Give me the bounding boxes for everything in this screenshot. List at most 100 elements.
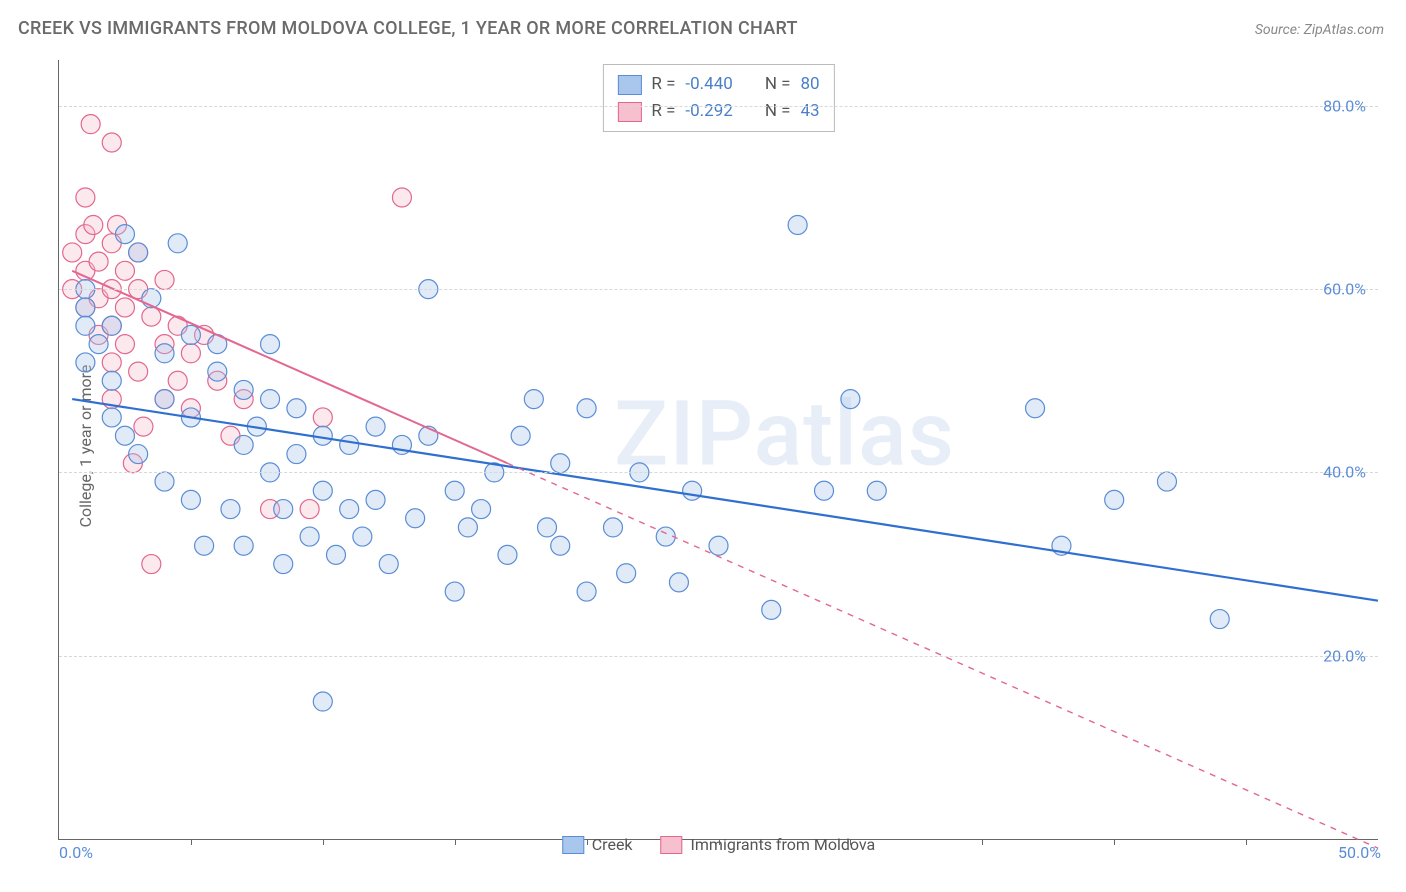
data-point — [168, 371, 187, 390]
data-point — [168, 234, 187, 253]
data-point — [326, 545, 345, 564]
gridline — [59, 472, 1378, 473]
data-point — [261, 335, 280, 354]
data-point — [1026, 399, 1045, 418]
x-tick-mark — [1246, 839, 1247, 845]
data-point — [472, 500, 491, 519]
data-point — [445, 481, 464, 500]
data-point — [129, 445, 148, 464]
data-point — [340, 500, 359, 519]
data-point — [84, 215, 103, 234]
data-point — [511, 426, 530, 445]
data-point — [669, 573, 688, 592]
data-point — [287, 399, 306, 418]
data-point — [76, 316, 95, 335]
source-attribution: Source: ZipAtlas.com — [1255, 22, 1384, 38]
series-legend-creek: Creek — [562, 835, 633, 854]
data-point — [234, 380, 253, 399]
data-point — [683, 481, 702, 500]
data-point — [577, 399, 596, 418]
data-point — [142, 307, 161, 326]
data-point — [498, 545, 517, 564]
data-point — [129, 243, 148, 262]
data-point — [617, 564, 636, 583]
data-point — [76, 353, 95, 372]
data-point — [340, 435, 359, 454]
data-point — [221, 500, 240, 519]
x-tick-mark — [587, 839, 588, 845]
data-point — [155, 390, 174, 409]
data-point — [445, 582, 464, 601]
data-point — [392, 188, 411, 207]
data-point — [102, 408, 121, 427]
data-point — [142, 555, 161, 574]
data-point — [841, 390, 860, 409]
data-point — [274, 500, 293, 519]
data-point — [366, 417, 385, 436]
data-point — [709, 536, 728, 555]
data-point — [102, 371, 121, 390]
data-point — [1210, 610, 1229, 629]
series-swatch-creek — [562, 836, 584, 854]
data-point — [379, 555, 398, 574]
data-point — [115, 298, 134, 317]
data-point — [181, 325, 200, 344]
data-point — [353, 527, 372, 546]
data-point — [234, 435, 253, 454]
x-tick-mark — [850, 839, 851, 845]
data-point — [181, 490, 200, 509]
data-point — [815, 481, 834, 500]
data-point — [102, 353, 121, 372]
data-point — [300, 500, 319, 519]
data-point — [867, 481, 886, 500]
series-swatch-moldova — [661, 836, 683, 854]
chart-svg — [59, 60, 1378, 839]
data-point — [538, 518, 557, 537]
data-point — [524, 390, 543, 409]
data-point — [102, 316, 121, 335]
y-tick-label: 60.0% — [1323, 280, 1366, 299]
scatter-plot-area: ZIPatlas R = -0.440 N = 80 R = -0.292 N … — [58, 60, 1378, 840]
data-point — [129, 362, 148, 381]
data-point — [76, 188, 95, 207]
data-point — [261, 390, 280, 409]
data-point — [115, 335, 134, 354]
data-point — [115, 426, 134, 445]
data-point — [181, 344, 200, 363]
x-tick-mark — [191, 839, 192, 845]
data-point — [208, 362, 227, 381]
data-point — [63, 243, 82, 262]
data-point — [102, 133, 121, 152]
source-name: ZipAtlas.com — [1304, 22, 1384, 38]
x-tick-mark — [719, 839, 720, 845]
data-point — [287, 445, 306, 464]
data-point — [155, 472, 174, 491]
data-point — [406, 509, 425, 528]
data-point — [313, 408, 332, 427]
gridline — [59, 106, 1378, 107]
series-label-creek: Creek — [592, 835, 633, 854]
y-tick-label: 80.0% — [1323, 96, 1366, 115]
data-point — [313, 692, 332, 711]
data-point — [115, 225, 134, 244]
chart-title: CREEK VS IMMIGRANTS FROM MOLDOVA COLLEGE… — [18, 18, 798, 39]
data-point — [81, 115, 100, 134]
data-point — [134, 417, 153, 436]
data-point — [762, 600, 781, 619]
data-point — [76, 298, 95, 317]
data-point — [89, 335, 108, 354]
data-point — [155, 344, 174, 363]
data-point — [788, 215, 807, 234]
data-point — [155, 270, 174, 289]
data-point — [313, 481, 332, 500]
data-point — [89, 252, 108, 271]
gridline — [59, 289, 1378, 290]
data-point — [1157, 472, 1176, 491]
y-tick-label: 40.0% — [1323, 463, 1366, 482]
data-point — [1105, 490, 1124, 509]
x-tick-mark — [455, 839, 456, 845]
data-point — [195, 536, 214, 555]
data-point — [458, 518, 477, 537]
data-point — [300, 527, 319, 546]
x-tick-mark — [1114, 839, 1115, 845]
